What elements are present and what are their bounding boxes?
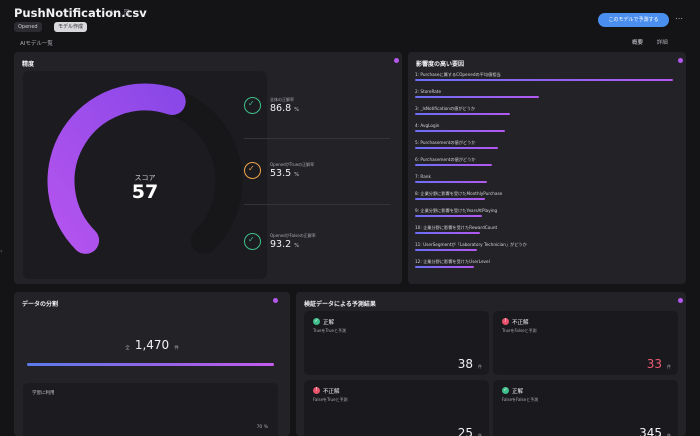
top-bar: PushNotification.csv ☆ ⎘ Opened モデル作成 この… — [0, 0, 700, 50]
importance-item[interactable]: 8: 企業分野に影響を受けたMonthlyPurchase — [415, 191, 680, 207]
metric-label: OpenedがTrueの正解率 — [270, 162, 315, 167]
importance-bar — [415, 130, 506, 132]
importance-label: 6: Purchasementの値がどうか — [415, 157, 476, 162]
importance-title: 影響度の高い要因 — [416, 61, 465, 68]
importance-label: 10: 企業分野に影響を受けたRewardCount — [415, 225, 498, 230]
importance-bar — [415, 164, 493, 166]
tab-details[interactable]: 詳細 — [656, 40, 668, 46]
importance-label: 7: Rank — [415, 174, 431, 179]
status-chip: モデル作成 — [54, 22, 88, 32]
metric-overall: ✓ 全体の正解率 86.8 % — [244, 97, 384, 127]
view-tabs: 概要 詳細 — [632, 38, 680, 46]
importance-item[interactable]: 9: 企業分野に影響を受けたYearsAtPlaying — [415, 208, 680, 224]
cell-false-true: ! 不正解 FalseをTrueと予測 25 件 — [304, 380, 489, 436]
model-list-link[interactable]: AIモデル一覧 — [20, 41, 53, 47]
importance-bar — [415, 266, 475, 268]
target-chip: Opened — [14, 22, 42, 32]
metric-label: 全体の正解率 — [270, 97, 294, 102]
importance-label: 5: Purchasementの値がどうか — [415, 140, 476, 145]
score-value: 57 — [131, 181, 159, 203]
importance-label: 9: 企業分野に影響を受けたYearsAtPlaying — [415, 208, 498, 213]
importance-item[interactable]: 10: 企業分野に影響を受けたRewardCount — [415, 225, 680, 241]
importance-item[interactable]: 5: Purchasementの値がどうか — [415, 140, 680, 156]
predict-with-model-button[interactable]: このモデルで予測する — [598, 13, 669, 27]
split-bar — [27, 363, 274, 366]
distribution-panel: データの分割 全 1,470 件 学習に利用 70 % — [14, 292, 290, 436]
collapse-sidebar-icon[interactable]: ‹ — [0, 248, 3, 255]
check-icon: ✓ — [248, 99, 255, 108]
importance-item[interactable]: 12: 企業分野に影響を受けたUserLevel — [415, 259, 680, 275]
favorite-copy-icons[interactable]: ☆ ⎘ — [108, 8, 134, 17]
prediction-title: 検証データによる予測結果 — [304, 301, 376, 308]
page-title: PushNotification.csv — [14, 6, 147, 20]
importance-bar — [415, 215, 483, 217]
importance-bar — [415, 181, 488, 183]
cell-true-true: ✓ 正解 TrueをTrueと予測 38 件 — [304, 311, 489, 375]
importance-label: 1: Purchaseに属するCOpenedの平均値相当 — [415, 72, 501, 77]
accuracy-title: 精度 — [22, 61, 35, 68]
importance-bar — [415, 147, 498, 149]
warn-ring-icon — [244, 162, 261, 179]
train-percent: 70 % — [256, 425, 268, 430]
importance-label: 8: 企業分野に影響を受けたMonthlyPurchase — [415, 191, 503, 196]
metric-value: 53.5 % — [270, 168, 299, 179]
importance-bar — [415, 232, 480, 234]
more-icon[interactable]: ⋯ — [675, 14, 683, 23]
divider — [244, 138, 390, 139]
divider — [244, 204, 390, 205]
ok-ring-icon — [244, 97, 261, 114]
importance-label: 2: StoreRate — [415, 89, 442, 94]
alert-icon: ! — [502, 318, 509, 325]
importance-item[interactable]: 3: _IsNotificationの値がどうか — [415, 106, 680, 122]
importance-label: 3: _IsNotificationの値がどうか — [415, 106, 476, 111]
accuracy-panel: 精度 スコア 57 ✓ 全体の正解率 86.8 % ✓ OpenedがTrueの… — [14, 52, 402, 284]
importance-label: 11: UserSegmentが「Laboratory Technician」が… — [415, 242, 527, 247]
accuracy-menu-dot[interactable] — [394, 58, 399, 63]
importance-bar — [415, 96, 539, 98]
cell-false-false: ✓ 正解 FalseをFalseと予測 345 件 — [493, 380, 678, 436]
importance-bar — [415, 79, 673, 81]
importance-item[interactable]: 4: AvgLogin — [415, 123, 680, 139]
metric-value: 93.2 % — [270, 239, 299, 250]
train-box: 学習に利用 70 % — [23, 383, 278, 436]
train-label: 学習に利用 — [32, 391, 55, 396]
importance-item[interactable]: 2: StoreRate — [415, 89, 680, 105]
prediction-menu-dot[interactable] — [678, 298, 683, 303]
gauge-svg — [47, 83, 243, 254]
importance-item[interactable]: 11: UserSegmentが「Laboratory Technician」が… — [415, 242, 680, 258]
distribution-menu-dot[interactable] — [273, 298, 278, 303]
metric-value: 86.8 % — [270, 103, 299, 114]
check-icon: ✓ — [502, 387, 509, 394]
importance-bar — [415, 113, 511, 115]
importance-item[interactable]: 1: Purchaseに属するCOpenedの平均値相当 — [415, 72, 680, 88]
importance-panel: 影響度の高い要因 1: Purchaseに属するCOpenedの平均値相当 2: … — [408, 52, 686, 284]
score-label: スコア — [134, 174, 156, 182]
importance-label: 4: AvgLogin — [415, 123, 440, 128]
importance-menu-dot[interactable] — [678, 58, 683, 63]
importance-item[interactable]: 7: Rank — [415, 174, 680, 190]
distribution-title: データの分割 — [22, 301, 59, 308]
metric-label: OpenedがFalseの正解率 — [270, 233, 316, 238]
alert-icon: ! — [313, 387, 320, 394]
check-icon: ✓ — [248, 235, 255, 244]
metric-opened-false: ✓ OpenedがFalseの正解率 93.2 % — [244, 233, 384, 263]
metric-opened-true: ✓ OpenedがTrueの正解率 53.5 % — [244, 162, 384, 192]
prediction-panel: 検証データによる予測結果 ✓ 正解 TrueをTrueと予測 38 件 ! 不正… — [296, 292, 686, 436]
importance-item[interactable]: 6: Purchasementの値がどうか — [415, 157, 680, 173]
check-icon: ✓ — [313, 318, 320, 325]
importance-bar — [415, 249, 477, 251]
score-gauge: スコア 57 — [23, 71, 267, 279]
tab-overview[interactable]: 概要 — [632, 40, 644, 46]
gauge-value-arc — [47, 83, 186, 254]
importance-label: 12: 企業分野に影響を受けたUserLevel — [415, 259, 490, 264]
ok-ring-icon — [244, 233, 261, 250]
check-icon: ✓ — [248, 164, 255, 173]
total-count: 全 1,470 件 — [125, 338, 179, 352]
importance-bar — [415, 198, 485, 200]
cell-true-false: ! 不正解 TrueをFalseと予測 33 件 — [493, 311, 678, 375]
